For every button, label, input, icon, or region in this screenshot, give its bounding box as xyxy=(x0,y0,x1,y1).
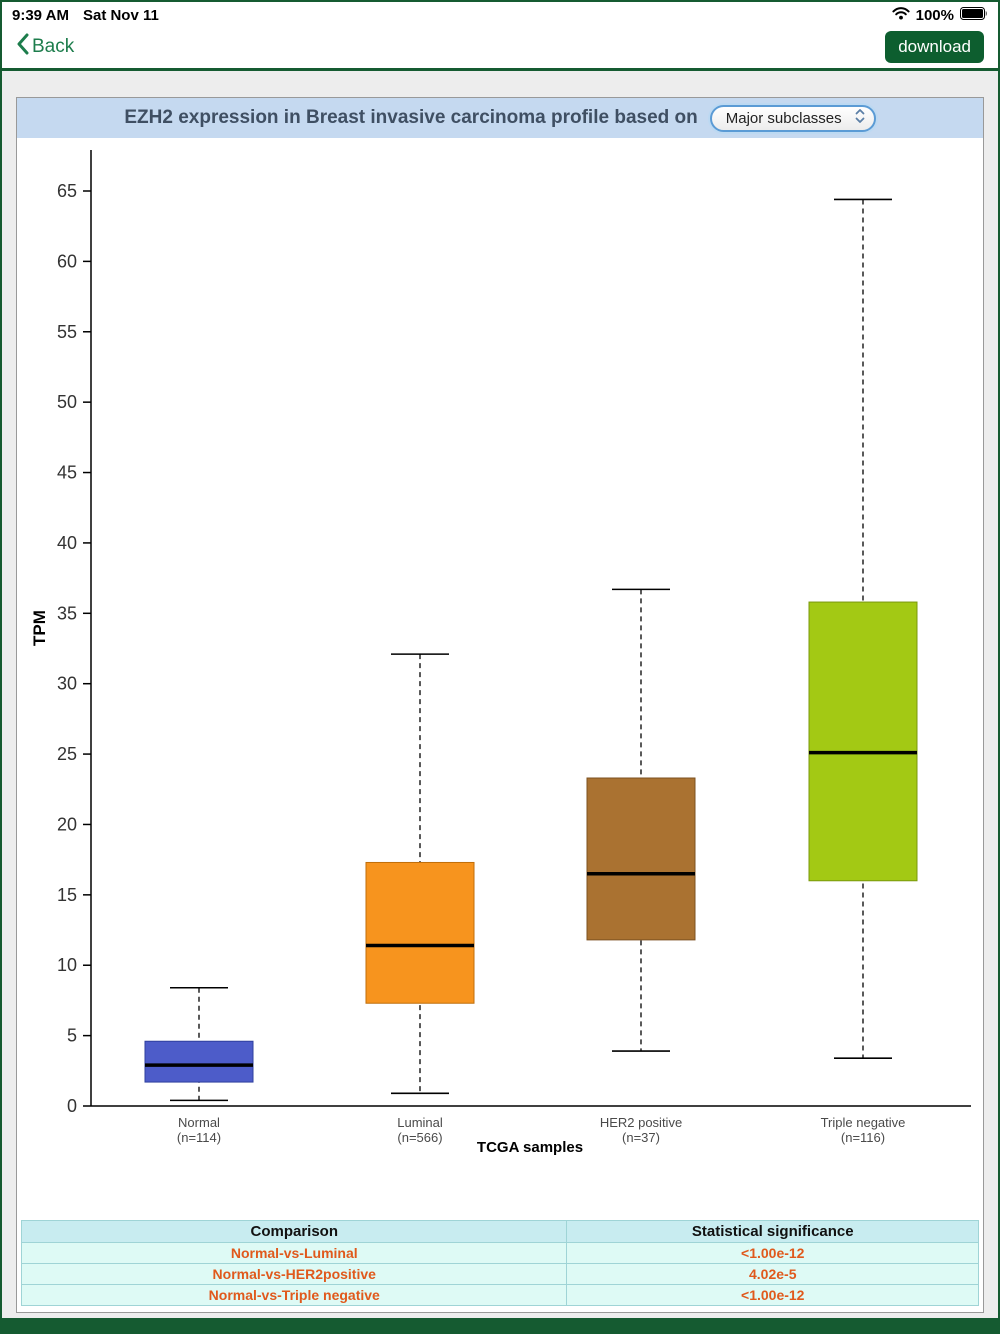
select-chevrons-icon xyxy=(855,109,865,128)
subclass-select[interactable]: Major subclasses xyxy=(709,104,876,132)
comparison-cell: Normal-vs-Luminal xyxy=(20,1242,568,1264)
iqr-box-normal xyxy=(144,1040,254,1083)
table-header-significance: Statistical significance xyxy=(566,1220,979,1243)
nav-divider xyxy=(2,68,998,71)
y-tick-label: 15 xyxy=(57,885,77,905)
table-row: Normal-vs-Triple negative <1.00e-12 xyxy=(20,1284,979,1306)
subclass-select-value: Major subclasses xyxy=(725,109,842,127)
iqr-box-luminal xyxy=(365,861,475,1004)
footer-bar xyxy=(2,1318,998,1332)
chart-title: EZH2 expression in Breast invasive carci… xyxy=(124,107,698,128)
significance-cell: <1.00e-12 xyxy=(566,1242,979,1264)
y-tick-label: 45 xyxy=(57,463,77,483)
x-category-label: Normal xyxy=(178,1115,220,1130)
status-date: Sat Nov 11 xyxy=(82,6,159,24)
significance-cell: <1.00e-12 xyxy=(566,1284,979,1306)
y-tick-label: 40 xyxy=(57,533,77,553)
y-tick-label: 60 xyxy=(57,251,77,271)
comparison-cell: Normal-vs-Triple negative xyxy=(20,1284,568,1306)
iqr-box-triple-negative xyxy=(808,601,918,882)
boxplot-svg: 0 5 10 15 20 25 30 35 40 45 50 55 60 65 Normal(n=114) L… xyxy=(30,150,971,1156)
x-category-n: (n=37) xyxy=(622,1130,660,1145)
y-tick-label: 35 xyxy=(57,603,77,623)
table-row: Normal-vs-HER2positive 4.02e-5 xyxy=(20,1263,979,1285)
y-tick-label: 10 xyxy=(57,955,77,975)
content-area: EZH2 expression in Breast invasive carci… xyxy=(2,71,998,1318)
chevron-left-icon xyxy=(16,33,29,61)
table-header-row: Comparison Statistical significance xyxy=(20,1220,979,1243)
x-category-n: (n=116) xyxy=(841,1130,885,1145)
x-category-n: (n=566) xyxy=(397,1130,442,1145)
chart-header: EZH2 expression in Breast invasive carci… xyxy=(17,98,983,138)
y-tick-label: 65 xyxy=(57,181,77,201)
y-axis-title: TPM xyxy=(30,610,49,646)
y-tick-label: 25 xyxy=(57,744,77,764)
table-header-comparison: Comparison xyxy=(20,1220,568,1243)
back-label: Back xyxy=(32,36,75,57)
status-bar: 9:39 AM Sat Nov 11 100% xyxy=(2,2,998,26)
y-tick-label: 0 xyxy=(67,1096,77,1116)
wifi-icon xyxy=(892,6,910,24)
battery-percent: 100% xyxy=(915,6,954,24)
chart-card: EZH2 expression in Breast invasive carci… xyxy=(16,97,984,1313)
y-tick-label: 5 xyxy=(67,1026,77,1046)
x-category-n: (n=114) xyxy=(177,1130,221,1145)
iqr-box-her2-positive xyxy=(586,777,696,941)
back-button[interactable]: Back xyxy=(16,33,74,61)
x-category-label: Luminal xyxy=(397,1115,443,1130)
significance-table: Comparison Statistical significance Norm… xyxy=(20,1220,979,1306)
x-axis-title: TCGA samples xyxy=(477,1139,583,1156)
x-category-label: Triple negative xyxy=(821,1115,906,1130)
comparison-cell: Normal-vs-HER2positive xyxy=(20,1263,568,1285)
y-tick-label: 20 xyxy=(57,814,77,834)
y-tick-label: 55 xyxy=(57,322,77,342)
significance-cell: 4.02e-5 xyxy=(566,1263,979,1285)
battery-icon xyxy=(960,6,988,24)
x-category-label: HER2 positive xyxy=(600,1115,682,1130)
y-tick-label: 50 xyxy=(57,392,77,412)
nav-bar: Back download xyxy=(2,26,998,68)
status-time: 9:39 AM xyxy=(12,6,69,24)
table-row: Normal-vs-Luminal <1.00e-12 xyxy=(20,1242,979,1264)
download-button[interactable]: download xyxy=(885,31,984,63)
y-tick-label: 30 xyxy=(57,674,77,694)
